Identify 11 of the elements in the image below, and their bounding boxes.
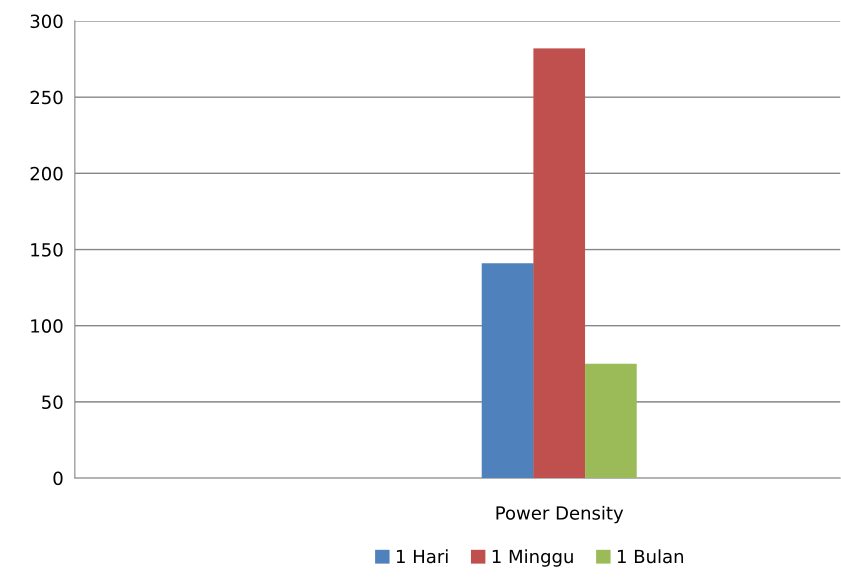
y-tick-label: 150 [31,242,63,257]
y-tick-label: 100 [31,319,63,333]
legend-label: 1 Minggu [492,549,573,567]
y-tick-label: 50 [42,395,63,409]
y-tick-label: 200 [30,166,63,180]
y-tick-label: 250 [30,90,63,104]
y-tick-label: 300 [30,14,63,28]
y-tick-label: 0 [53,472,63,486]
legend-label: 1 Hari [396,549,448,564]
legend-label: 1 Bulan [618,549,684,564]
x-tick-label: Power Density [496,506,624,524]
